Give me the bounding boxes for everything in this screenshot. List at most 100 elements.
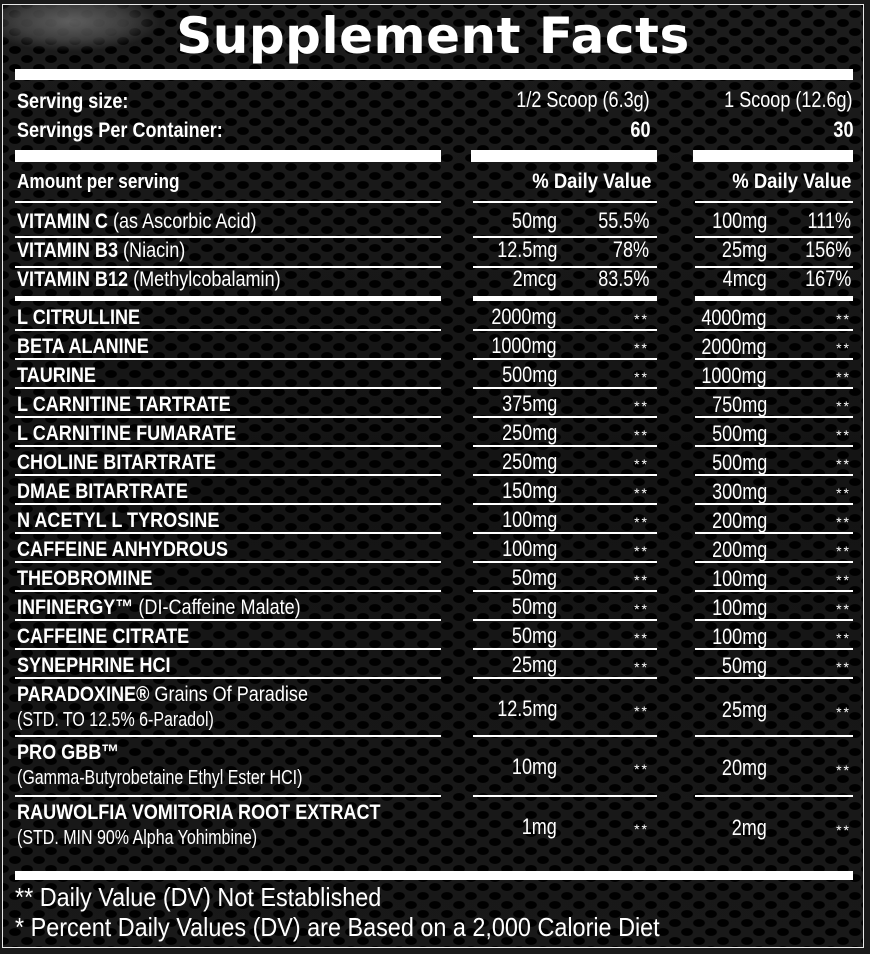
row-rule xyxy=(473,619,657,621)
ingredient-detail: (Niacin) xyxy=(123,239,186,262)
half-dv: ** xyxy=(634,659,649,675)
full-amount: 25mg xyxy=(721,237,767,262)
row-rule xyxy=(473,416,657,418)
half-amount: 50mg xyxy=(511,623,557,648)
full-amount: 100mg xyxy=(711,208,767,233)
full-dv: ** xyxy=(836,601,851,617)
row-rule xyxy=(15,532,441,534)
full-dv: 167% xyxy=(804,266,851,291)
half-dv: ** xyxy=(634,340,649,356)
half-amount: 50mg xyxy=(511,565,557,590)
row-rule xyxy=(473,329,657,331)
row-rule xyxy=(695,358,853,360)
half-amount: 100mg xyxy=(501,507,557,532)
ingredient-detail: (as Ascorbic Acid) xyxy=(112,210,257,233)
half-amount: 50mg xyxy=(511,594,557,619)
half-amount: 100mg xyxy=(501,536,557,561)
full-dv: 111% xyxy=(807,208,851,233)
ingredient-name: SYNEPHRINE HCI xyxy=(17,655,171,676)
half-dv: ** xyxy=(634,572,649,588)
full-amount: 750mg xyxy=(711,392,767,417)
full-dv: ** xyxy=(836,822,851,838)
ingredient-name-bold: VITAMIN B3 xyxy=(17,239,119,262)
half-amount: 250mg xyxy=(501,449,557,474)
half-dv: ** xyxy=(634,543,649,559)
row-rule xyxy=(695,445,853,447)
row-rule xyxy=(695,561,853,563)
serving-size-full: 1 Scoop (12.6g) xyxy=(724,87,853,112)
full-amount: 100mg xyxy=(711,595,767,620)
half-dv: ** xyxy=(634,821,649,837)
serving-size-half: 1/2 Scoop (6.3g) xyxy=(516,87,650,112)
ingredient-name: L CARNITINE FUMARATE xyxy=(17,423,236,444)
row-rule xyxy=(15,358,441,360)
row-rule xyxy=(473,358,657,360)
full-amount: 1000mg xyxy=(701,363,767,388)
col-divider-full xyxy=(693,150,853,162)
ingredient-name: L CITRULLINE xyxy=(17,307,140,328)
full-amount: 2000mg xyxy=(701,334,767,359)
half-dv: ** xyxy=(634,630,649,646)
full-dv: ** xyxy=(836,630,851,646)
half-dv: ** xyxy=(634,761,649,777)
ingredient-standardization: (STD. MIN 90% Alpha Yohimbine) xyxy=(17,827,258,849)
servings-per-container-label: Servings Per Container: xyxy=(17,119,223,142)
full-amount: 500mg xyxy=(711,450,767,475)
full-amount: 25mg xyxy=(721,697,767,722)
half-dv: ** xyxy=(634,485,649,501)
row-rule xyxy=(473,795,657,797)
supplement-facts-panel: Supplement Facts Serving size: 1/2 Scoop… xyxy=(2,4,864,948)
dv-header-half: % Daily Value xyxy=(531,170,651,193)
row-rule xyxy=(15,474,441,476)
ingredient-name-bold: CAFFEINE CITRATE xyxy=(17,625,190,648)
row-rule xyxy=(473,266,657,268)
smoke-decoration xyxy=(3,5,173,60)
dv-header-full: % Daily Value xyxy=(731,170,851,193)
header-rule-half xyxy=(473,201,657,203)
ingredient-name: CHOLINE BITARTRATE xyxy=(17,452,216,473)
ingredient-name-bold: VITAMIN C xyxy=(17,210,108,233)
row-rule xyxy=(15,236,441,238)
row-rule xyxy=(15,503,441,505)
full-amount: 20mg xyxy=(721,755,767,780)
half-amount: 50mg xyxy=(511,208,557,233)
amount-per-serving-header: Amount per serving xyxy=(17,171,180,193)
ingredient-name-bold: BETA ALANINE xyxy=(17,335,149,358)
ingredient-name-bold: SYNEPHRINE HCI xyxy=(17,654,171,677)
ingredient-name: PARADOXINE® Grains Of Paradise xyxy=(17,684,308,705)
row-rule xyxy=(695,236,853,238)
row-rule xyxy=(695,590,853,592)
ingredient-detail: (DI-Caffeine Malate) xyxy=(138,596,301,619)
row-rule xyxy=(15,266,441,268)
ingredient-standardization: (Gamma-Butyrobetaine Ethyl Ester HCI) xyxy=(17,767,303,789)
row-rule xyxy=(473,648,657,650)
vitamin-section-divider xyxy=(15,296,441,301)
panel-title: Supplement Facts xyxy=(176,7,690,65)
ingredient-name-bold: THEOBROMINE xyxy=(17,567,153,590)
half-amount: 10mg xyxy=(511,754,557,779)
full-amount: 100mg xyxy=(711,566,767,591)
row-rule xyxy=(695,266,853,268)
ingredient-name-bold: CHOLINE BITARTRATE xyxy=(17,451,216,474)
ingredient-name: RAUWOLFIA VOMITORIA ROOT EXTRACT xyxy=(17,802,381,823)
row-rule xyxy=(473,503,657,505)
row-rule xyxy=(695,619,853,621)
row-rule xyxy=(473,735,657,737)
half-dv: ** xyxy=(634,427,649,443)
half-amount: 25mg xyxy=(511,652,557,677)
row-rule xyxy=(15,648,441,650)
ingredient-detail: (Methylcobalamin) xyxy=(133,268,281,291)
row-rule xyxy=(15,445,441,447)
row-rule xyxy=(15,795,441,797)
half-dv: ** xyxy=(634,514,649,530)
row-rule xyxy=(695,795,853,797)
half-amount: 1mg xyxy=(521,814,557,839)
half-dv: 78% xyxy=(612,237,649,262)
full-dv: ** xyxy=(836,543,851,559)
row-rule xyxy=(15,619,441,621)
col-divider-half xyxy=(471,150,657,162)
half-dv: 83.5% xyxy=(597,266,649,291)
full-dv: ** xyxy=(836,485,851,501)
row-rule xyxy=(695,474,853,476)
top-divider xyxy=(15,69,853,80)
